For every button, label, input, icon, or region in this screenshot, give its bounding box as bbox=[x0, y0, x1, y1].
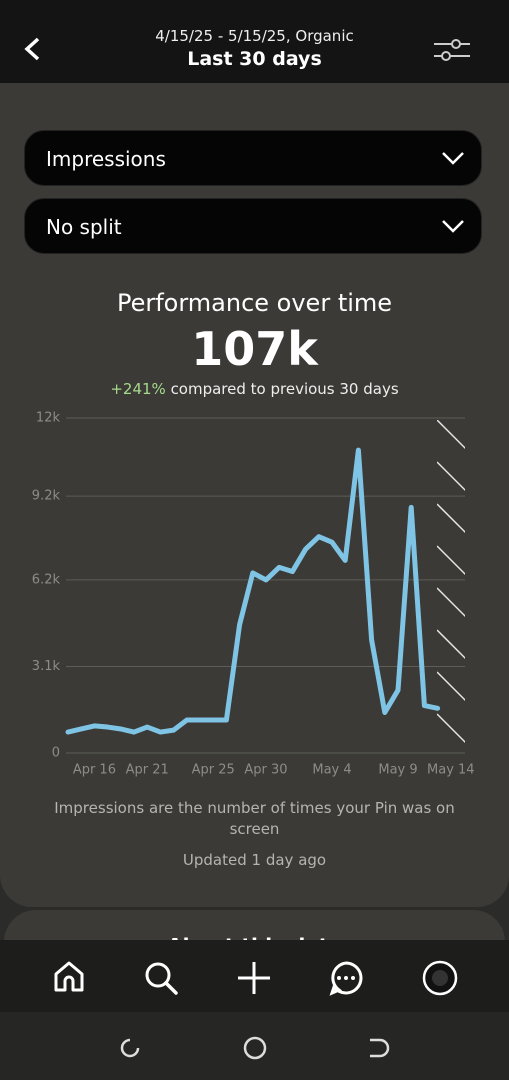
top-bar: 4/15/25 - 5/15/25, Organic Last 30 days bbox=[0, 0, 509, 83]
footnote: Impressions are the number of times your… bbox=[54, 799, 455, 838]
dropdown-label: Impressions bbox=[46, 147, 166, 171]
x-tick-label: May 14 bbox=[427, 763, 475, 778]
y-tick-label: 6.2k bbox=[32, 572, 61, 587]
messages-tab[interactable] bbox=[328, 960, 364, 996]
updated-text: Updated 1 day ago bbox=[182, 851, 327, 869]
chevron bbox=[442, 152, 464, 165]
profile-tab[interactable] bbox=[422, 960, 458, 996]
y-tick-label: 3.1k bbox=[32, 659, 61, 674]
incomplete-data-hatch bbox=[437, 420, 465, 744]
home-button[interactable] bbox=[242, 1035, 268, 1061]
metric-dropdown[interactable]: Impressions bbox=[24, 130, 482, 186]
y-tick-label: 12k bbox=[36, 411, 61, 426]
x-tick-label: May 4 bbox=[312, 763, 351, 778]
chevron bbox=[442, 220, 464, 233]
y-tick-label: 9.2k bbox=[32, 489, 61, 504]
x-tick-label: Apr 30 bbox=[244, 763, 287, 778]
total-value: 107k bbox=[191, 322, 318, 376]
back-system-button[interactable] bbox=[366, 1036, 390, 1060]
date-range: 4/15/25 - 5/15/25, Organic bbox=[155, 27, 354, 45]
home-tab[interactable] bbox=[52, 960, 86, 994]
back-button[interactable] bbox=[22, 37, 44, 61]
split-dropdown[interactable]: No split bbox=[24, 198, 482, 254]
y-tick-label: 0 bbox=[52, 746, 60, 761]
chart-title: Performance over time bbox=[116, 289, 393, 317]
search-tab[interactable] bbox=[143, 960, 179, 996]
bottom-nav bbox=[0, 940, 509, 1012]
create-tab[interactable] bbox=[236, 960, 272, 996]
comparison: +241% compared to previous 30 days bbox=[0, 380, 509, 398]
dropdown-label: No split bbox=[46, 215, 122, 239]
x-tick-label: Apr 16 bbox=[73, 763, 116, 778]
system-nav bbox=[0, 1012, 509, 1080]
recents-button[interactable] bbox=[118, 1036, 142, 1060]
comparison-text: compared to previous 30 days bbox=[170, 380, 399, 398]
x-tick-label: Apr 21 bbox=[126, 763, 169, 778]
chart: 0 3.1k 6.2k 9.2k 12k Apr 16 Apr 21 Apr 25 Apr 30… bbox=[32, 411, 475, 778]
data-line bbox=[65, 447, 441, 735]
change: +241% bbox=[110, 380, 166, 398]
x-tick-label: May 9 bbox=[378, 763, 417, 778]
x-tick-label: Apr 25 bbox=[192, 763, 235, 778]
period-title: Last 30 days bbox=[187, 48, 322, 70]
filter-button[interactable] bbox=[432, 36, 472, 64]
